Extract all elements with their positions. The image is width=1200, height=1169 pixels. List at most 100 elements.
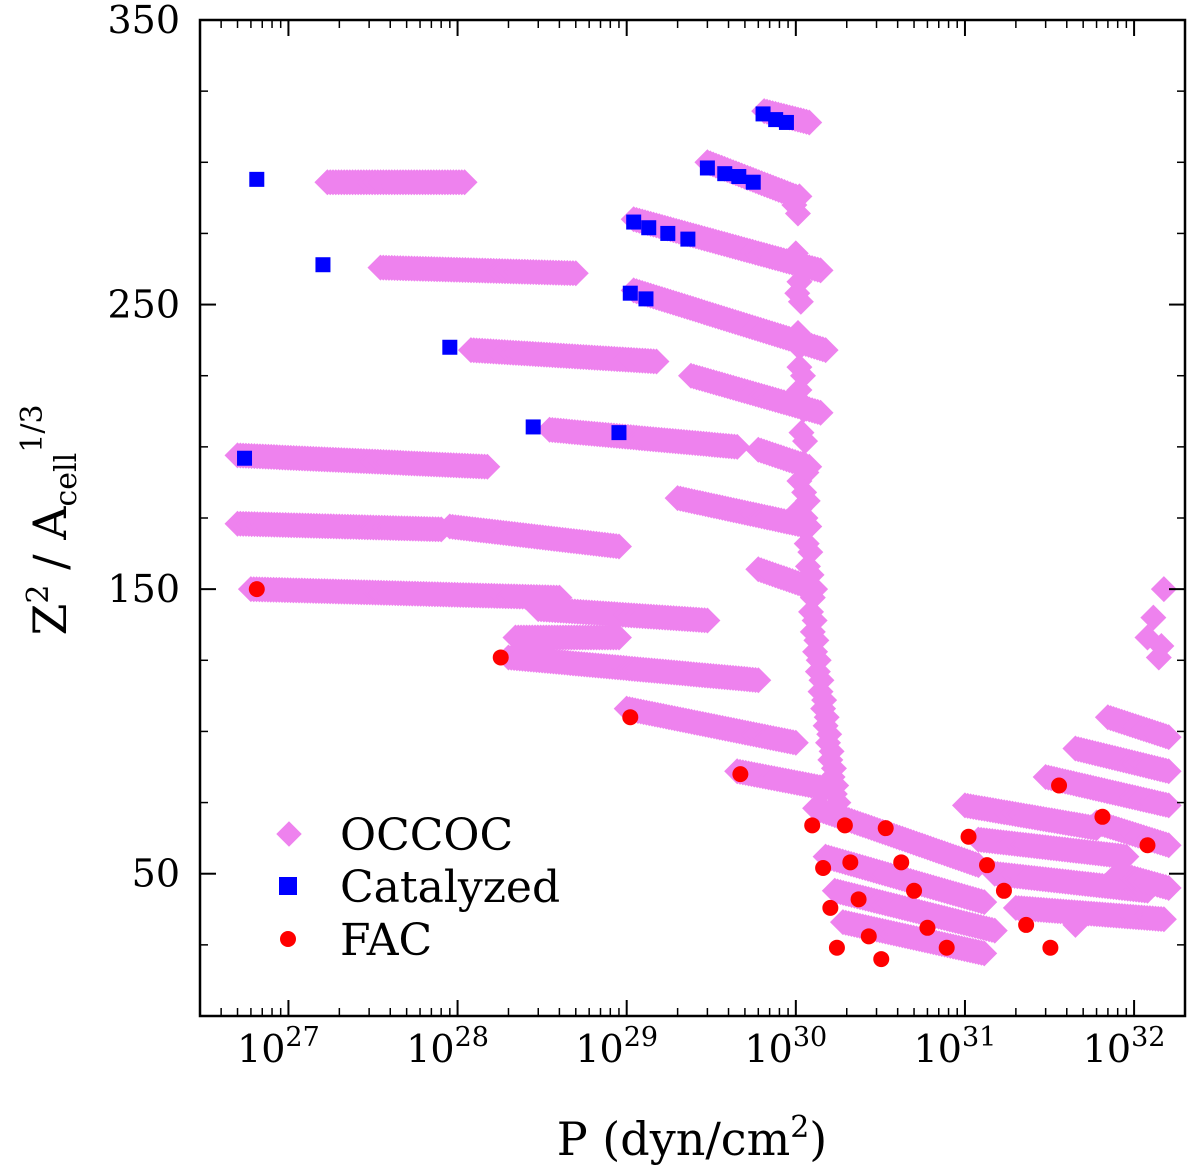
occoc-point: [787, 288, 814, 315]
y-axis-label: Z2 / Acell1/3: [15, 404, 84, 635]
fac-series: [248, 581, 1156, 968]
fac-point: [919, 919, 936, 936]
catalyzed-point: [745, 174, 761, 190]
occoc-point: [1155, 832, 1182, 859]
legend: OCCOC Catalyzed FAC: [276, 810, 560, 966]
occoc-point: [605, 624, 632, 651]
occoc-point: [782, 729, 809, 756]
fac-point: [1042, 939, 1059, 956]
fac-point: [1139, 837, 1156, 854]
occoc-point: [451, 169, 478, 196]
fac-point: [995, 882, 1012, 899]
occoc-point: [745, 667, 772, 694]
y-tick-label: 150: [107, 567, 180, 611]
x-tick-label: 1029: [575, 1022, 658, 1071]
occoc-series: [224, 98, 1182, 967]
axis-tick-labels: 1027 1028 1029 1030 1031 1032 50 150 250 350: [107, 0, 1165, 1071]
catalyzed-point: [249, 171, 265, 187]
occoc-point: [825, 789, 852, 816]
catalyzed-point: [717, 166, 733, 182]
catalyzed-point: [778, 114, 794, 130]
x-tick-label: 1032: [1083, 1022, 1166, 1071]
y-tick-label: 350: [107, 0, 180, 42]
legend-label-catalyzed: Catalyzed: [340, 862, 560, 913]
occoc-point: [981, 917, 1008, 944]
catalyzed-point: [611, 425, 627, 441]
fac-point: [815, 860, 832, 877]
occoc-point: [1150, 576, 1177, 603]
occoc-point: [784, 200, 811, 227]
fac-point: [842, 854, 859, 871]
occoc-point: [796, 109, 823, 136]
occoc-point: [796, 513, 823, 540]
occoc-point: [1155, 792, 1182, 819]
catalyzed-point: [237, 450, 253, 466]
legend-marker-occoc: [276, 821, 302, 847]
fac-point: [732, 766, 749, 783]
occoc-point: [788, 328, 815, 355]
legend-marker-catalyzed: [279, 877, 297, 895]
fac-point: [804, 817, 821, 834]
occoc-point: [1155, 758, 1182, 785]
occoc-point: [790, 396, 817, 423]
occoc-point: [605, 533, 632, 560]
catalyzed-point: [442, 339, 458, 355]
occoc-point: [792, 428, 819, 455]
occoc-point: [786, 248, 813, 275]
fac-point: [860, 928, 877, 945]
occoc-point: [1145, 644, 1172, 671]
occoc-point: [474, 453, 501, 480]
fac-point: [873, 951, 890, 968]
x-tick-label: 1028: [406, 1022, 489, 1071]
occoc-point: [562, 260, 589, 287]
axis-ticks: [199, 19, 1186, 1017]
catalyzed-point: [699, 160, 715, 176]
fac-point: [622, 709, 639, 726]
x-tick-label: 1030: [744, 1022, 827, 1071]
legend-label-fac: FAC: [340, 915, 432, 966]
catalyzed-point: [638, 291, 654, 307]
catalyzed-point: [622, 285, 638, 301]
fac-point: [492, 649, 509, 666]
catalyzed-point: [660, 225, 676, 241]
catalyzed-point: [626, 214, 642, 230]
fac-point: [836, 817, 853, 834]
occoc-point: [789, 362, 816, 389]
catalyzed-point: [315, 257, 331, 273]
fac-point: [978, 857, 995, 874]
fac-point: [1051, 777, 1068, 794]
occoc-point: [1140, 604, 1167, 631]
occoc-point: [1155, 724, 1182, 751]
occoc-point: [1155, 874, 1182, 901]
y-tick-label: 50: [132, 852, 180, 896]
catalyzed-point: [525, 419, 541, 435]
fac-point: [893, 854, 910, 871]
catalyzed-point: [680, 231, 696, 247]
legend-marker-fac: [280, 931, 296, 947]
occoc-point: [794, 487, 821, 514]
fac-point: [822, 899, 839, 916]
occoc-point: [812, 337, 839, 364]
occoc-point: [724, 433, 751, 460]
occoc-point: [694, 607, 721, 634]
occoc-point: [1062, 911, 1089, 938]
occoc-point: [807, 257, 834, 284]
occoc-point: [793, 459, 820, 486]
occoc-point: [807, 399, 834, 426]
fac-point: [960, 828, 977, 845]
x-tick-label: 1031: [914, 1022, 997, 1071]
fac-point: [877, 820, 894, 837]
fac-point: [938, 939, 955, 956]
fac-point: [906, 882, 923, 899]
fac-point: [828, 939, 845, 956]
occoc-point: [1150, 906, 1177, 933]
x-tick-label: 1027: [237, 1022, 320, 1071]
catalyzed-series: [237, 106, 794, 466]
occoc-point: [971, 889, 998, 916]
occoc-point: [643, 348, 670, 375]
x-axis-label: P (dyn/cm2): [557, 1110, 828, 1166]
fac-point: [1094, 808, 1111, 825]
fac-point: [850, 891, 867, 908]
